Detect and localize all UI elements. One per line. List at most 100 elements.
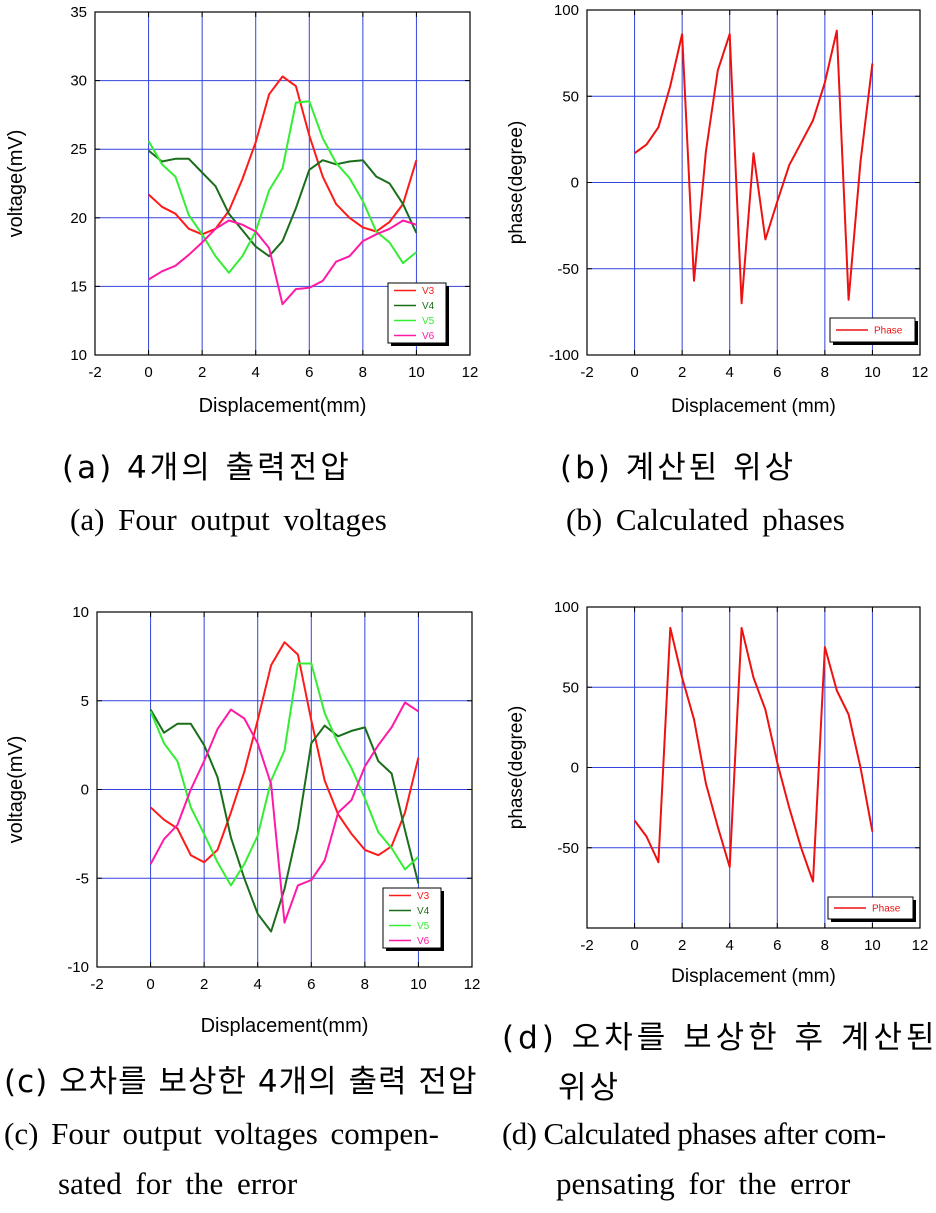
x-tick-label: 0 [630, 937, 638, 954]
caption-d-english-line1: (d) Calculated phases after com- [502, 1116, 886, 1151]
x-tick-label: 12 [912, 364, 929, 381]
caption-b-korean: (b) 계산된 위상 [560, 450, 797, 486]
series-line-v6 [148, 219, 417, 306]
y-tick-label: -10 [67, 959, 89, 976]
chart-panel-d: -2 0 2 4 6 8 10 12 -50 0 50 100 Displacement (mm) pha… [500, 590, 936, 1010]
y-tick-label: 35 [70, 4, 87, 21]
x-tick-label: -2 [90, 976, 103, 993]
x-tick-label: 0 [630, 364, 638, 381]
x-axis-label: Displacement(mm) [201, 1015, 369, 1037]
chart-d: -2 0 2 4 6 8 10 12 -50 0 50 100 Displacement (mm) pha… [506, 599, 929, 987]
y-axis-label: voltage(mV) [5, 130, 27, 238]
x-tick-label: 4 [254, 976, 262, 993]
y-tick-label: 0 [81, 782, 89, 799]
caption-a-english: (a) Four output voltages [70, 502, 387, 537]
x-tick-label: 2 [200, 976, 208, 993]
legend-label: V6 [417, 936, 430, 947]
chart-a: -2 0 2 4 6 8 10 12 10 15 20 25 30 35 Displacement(mm) v… [5, 4, 479, 417]
legend-box [827, 896, 914, 920]
x-tick-label: 2 [198, 364, 206, 381]
legend-label: Phase [874, 326, 903, 337]
x-tick-label: 2 [678, 937, 686, 954]
x-tick-label: 0 [146, 976, 154, 993]
series-line-v6 [149, 701, 419, 924]
caption-d-korean-line2: 위상 [558, 1070, 622, 1106]
x-tick-label: 6 [773, 364, 781, 381]
y-tick-label: 0 [571, 175, 579, 192]
x-tick-label: -2 [88, 364, 101, 381]
x-tick-label: 10 [410, 976, 427, 993]
series-line-v4 [147, 149, 418, 258]
y-tick-label: -100 [549, 347, 579, 364]
legend-label: Phase [872, 904, 901, 915]
legend-label: V5 [417, 921, 430, 932]
y-tick-label: 30 [70, 73, 87, 90]
x-tick-label: 12 [464, 976, 480, 993]
x-axis-label: Displacement (mm) [671, 396, 836, 417]
x-tick-label: -2 [580, 364, 593, 381]
x-tick-label: 8 [821, 364, 829, 381]
legend: Phase [827, 896, 916, 922]
y-axis-label: phase(degree) [506, 706, 527, 830]
caption-b-english: (b) Calculated phases [566, 502, 845, 537]
x-tick-label: 10 [864, 364, 881, 381]
y-tick-label: 50 [562, 88, 579, 105]
x-tick-label: 12 [912, 937, 929, 954]
legend-label: V4 [422, 301, 435, 312]
plot-frame [94, 11, 471, 356]
chart-panel-c: -2 0 2 4 6 8 10 12 -10 -5 0 5 10 Displacement(mm) volt… [0, 590, 480, 1050]
y-tick-label: 10 [72, 604, 89, 621]
y-tick-label: 100 [554, 2, 579, 19]
x-tick-label: -2 [580, 937, 593, 954]
y-tick-label: -5 [76, 870, 89, 887]
legend: V3 V4 V5 V6 [382, 887, 444, 951]
x-tick-label: 8 [821, 937, 829, 954]
caption-c-english-line2: sated for the error [58, 1166, 298, 1201]
x-tick-label: 2 [678, 364, 686, 381]
y-axis-label: phase(degree) [506, 121, 527, 245]
series-line-v5 [149, 662, 420, 887]
x-tick-label: 4 [726, 364, 734, 381]
x-tick-label: 6 [773, 937, 781, 954]
y-axis-label: voltage(mV) [5, 736, 27, 844]
chart-panel-b: -2 0 2 4 6 8 10 12 -100 -50 0 50 100 Displacement (mm… [500, 0, 936, 440]
y-tick-label: 25 [70, 141, 87, 158]
legend: Phase [829, 317, 918, 345]
chart-b: -2 0 2 4 6 8 10 12 -100 -50 0 50 100 Displacement (mm… [506, 2, 929, 417]
legend-label: V3 [422, 286, 435, 297]
series-line-v3 [147, 75, 418, 236]
legend-label: V3 [417, 891, 430, 902]
x-tick-label: 8 [361, 976, 369, 993]
series-line-v5 [147, 100, 418, 274]
chart-c: -2 0 2 4 6 8 10 12 -10 -5 0 5 10 Displacement(mm) volt… [5, 604, 480, 1037]
caption-c-english-line1: (c) Four output voltages compen- [4, 1116, 439, 1151]
x-axis-label: Displacement (mm) [671, 966, 836, 987]
y-tick-label: 50 [562, 679, 579, 696]
series-line-phase [633, 626, 874, 883]
series-line-v4 [149, 709, 420, 933]
y-tick-label: 15 [70, 278, 87, 295]
y-tick-label: 10 [70, 347, 87, 364]
x-tick-label: 10 [864, 937, 881, 954]
legend-label: V4 [417, 906, 430, 917]
legend-label: V5 [422, 316, 435, 327]
y-tick-label: 100 [554, 599, 579, 616]
chart-panel-a: -2 0 2 4 6 8 10 12 10 15 20 25 30 35 Displacement(mm) v… [0, 0, 480, 440]
x-tick-label: 8 [359, 364, 367, 381]
legend-box [387, 282, 447, 344]
caption-c-korean: (c) 오차를 보상한 4개의 출력 전압 [4, 1064, 478, 1100]
series-line-phase [634, 29, 874, 305]
x-tick-label: 12 [462, 364, 479, 381]
x-axis-label: Displacement(mm) [199, 395, 367, 417]
x-tick-label: 6 [307, 976, 315, 993]
x-tick-label: 4 [726, 937, 734, 954]
series-line-v3 [149, 641, 420, 864]
x-tick-label: 4 [252, 364, 260, 381]
y-tick-label: 5 [81, 693, 89, 710]
legend: V3 V4 V5 V6 [387, 282, 449, 346]
y-tick-label: -50 [557, 261, 579, 278]
y-tick-label: 0 [571, 760, 579, 777]
legend-label: V6 [422, 331, 435, 342]
y-tick-label: 20 [70, 210, 87, 227]
x-tick-label: 0 [144, 364, 152, 381]
